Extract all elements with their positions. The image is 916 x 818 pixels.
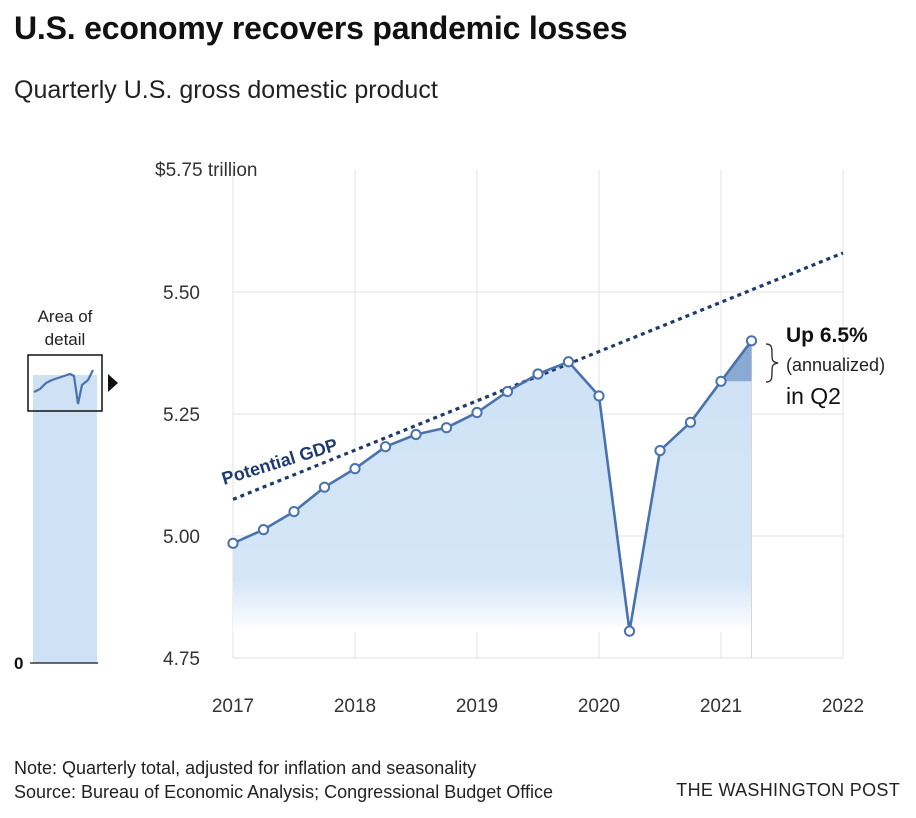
y-tick-label: 5.25 xyxy=(163,405,200,426)
x-tick-label: 2017 xyxy=(212,696,254,717)
y-tick-label: 5.00 xyxy=(163,527,200,548)
data-point xyxy=(227,537,239,549)
data-point xyxy=(654,445,666,457)
arrow-right-icon xyxy=(108,374,118,392)
data-point xyxy=(532,368,544,380)
source-text: Source: Bureau of Economic Analysis; Con… xyxy=(14,782,553,802)
data-point xyxy=(410,428,422,441)
inset-thumbnail: Area of detail 0 xyxy=(14,307,118,673)
data-point xyxy=(593,390,605,402)
data-point xyxy=(745,335,758,347)
x-tick-label: 2022 xyxy=(822,696,864,717)
gdp-area xyxy=(233,340,752,658)
x-tick-label: 2020 xyxy=(578,696,620,717)
data-point xyxy=(562,356,575,368)
inset-detail-box xyxy=(27,354,103,412)
data-point xyxy=(623,625,636,637)
axis-ticks: $5.75 trillion 5.50 5.25 5.00 4.75 2017 2018 20… xyxy=(155,160,864,717)
inset-label-line1: Area of xyxy=(38,307,93,326)
data-point xyxy=(684,416,697,428)
y-tick-label: $5.75 trillion xyxy=(155,160,257,181)
y-tick-label: 5.50 xyxy=(163,283,200,304)
data-point xyxy=(288,506,300,518)
data-point xyxy=(440,422,453,434)
gdp-path xyxy=(232,340,753,633)
footnote: Note: Quarterly total, adjusted for infl… xyxy=(14,756,553,804)
annotation-headline: Up 6.5% xyxy=(786,324,868,347)
annotation-period: in Q2 xyxy=(786,383,841,409)
data-point xyxy=(379,441,392,453)
inset-line xyxy=(33,369,94,405)
data-point xyxy=(318,481,331,493)
data-point xyxy=(501,385,514,398)
gdp-points xyxy=(227,335,758,637)
gdp-line xyxy=(232,340,753,633)
publisher-credit: THE WASHINGTON POST xyxy=(676,780,900,800)
chart-subtitle: Quarterly U.S. gross domestic product xyxy=(14,76,438,104)
x-tick-label: 2021 xyxy=(700,696,742,717)
data-point xyxy=(257,524,270,536)
area-fill xyxy=(233,340,752,632)
data-point xyxy=(349,463,361,475)
brace-icon xyxy=(765,343,779,383)
inset-label-line2: detail xyxy=(45,330,86,349)
note-text: Note: Quarterly total, adjusted for infl… xyxy=(14,758,477,778)
inset-zero-label: 0 xyxy=(14,654,23,673)
inset-area xyxy=(33,375,97,663)
y-tick-label: 4.75 xyxy=(163,649,200,670)
x-tick-label: 2019 xyxy=(456,696,498,717)
data-point xyxy=(715,375,727,387)
chart-title: U.S. economy recovers pandemic losses xyxy=(14,10,628,46)
annotation-detail: (annualized) xyxy=(786,355,885,375)
data-point xyxy=(471,406,483,419)
x-tick-label: 2018 xyxy=(334,696,376,717)
